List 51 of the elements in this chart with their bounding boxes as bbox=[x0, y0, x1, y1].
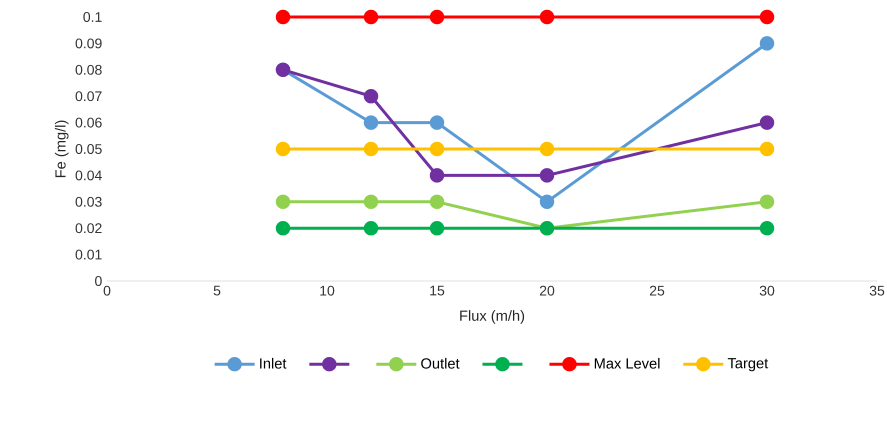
y-tick-label: 0.09 bbox=[76, 38, 102, 48]
point bbox=[430, 194, 444, 210]
legend-label: Target bbox=[728, 358, 768, 372]
x-tick-label: 10 bbox=[320, 286, 334, 296]
y-tick-label: 0.06 bbox=[76, 118, 102, 128]
point bbox=[540, 168, 554, 183]
x-tick-label: 30 bbox=[760, 286, 774, 296]
x-axis-title: Flux (m/h) bbox=[460, 310, 524, 324]
legend-label: Inlet bbox=[260, 358, 286, 369]
x-tick-label: 25 bbox=[650, 286, 664, 296]
y-tick-label: 0.08 bbox=[76, 64, 102, 75]
y-tick-label: 0.1 bbox=[83, 12, 102, 22]
point bbox=[760, 220, 774, 236]
point bbox=[760, 36, 774, 51]
x-tick-label: 0 bbox=[104, 286, 110, 296]
point bbox=[364, 88, 378, 104]
y-tick-label: 0.05 bbox=[76, 144, 102, 154]
point bbox=[760, 115, 774, 130]
y-tick-label: 0.02 bbox=[76, 223, 102, 234]
x-tick-label: 5 bbox=[214, 286, 220, 296]
point bbox=[760, 142, 774, 156]
y-tick-label: 0.01 bbox=[76, 250, 102, 260]
point bbox=[760, 10, 774, 24]
y-tick-label: 0.07 bbox=[76, 91, 102, 102]
x-tick-label: 35 bbox=[870, 286, 884, 296]
x-tick-label: 20 bbox=[540, 286, 554, 296]
point bbox=[364, 10, 378, 24]
point bbox=[430, 142, 444, 156]
y-axis-title: Fe (mg/l) bbox=[54, 120, 69, 178]
legend-label: Outlet bbox=[421, 358, 460, 369]
point bbox=[276, 194, 290, 210]
y-tick-label: 0.03 bbox=[76, 196, 102, 207]
point bbox=[430, 220, 444, 236]
point bbox=[430, 115, 444, 130]
point bbox=[430, 10, 444, 24]
point bbox=[364, 220, 378, 236]
point bbox=[276, 10, 290, 24]
point bbox=[364, 194, 378, 210]
point bbox=[430, 168, 444, 183]
point bbox=[276, 142, 290, 156]
point bbox=[760, 194, 774, 210]
point bbox=[276, 220, 290, 236]
point bbox=[364, 115, 378, 130]
x-tick-label: 15 bbox=[430, 286, 444, 296]
legend-label: Max Level bbox=[594, 358, 660, 369]
point bbox=[364, 142, 378, 156]
y-tick-label: 0 bbox=[95, 276, 102, 286]
point bbox=[540, 194, 554, 210]
point bbox=[540, 10, 554, 24]
point bbox=[540, 142, 554, 156]
y-tick-label: 0.04 bbox=[76, 170, 102, 180]
